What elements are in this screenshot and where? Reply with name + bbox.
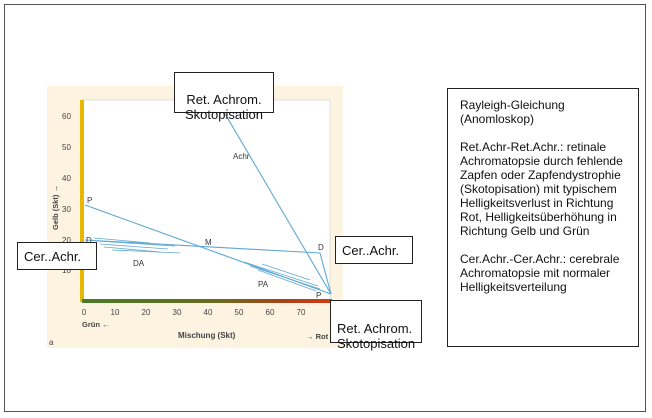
box-cer-achr-left: Cer..Achr. <box>17 242 97 270</box>
point-p-right: P <box>316 291 321 300</box>
point-m: M <box>205 238 212 247</box>
x-tick: 30 <box>173 308 182 317</box>
y-tick: 20 <box>62 236 71 245</box>
label-achr: Achr <box>233 152 250 161</box>
x-tick: 50 <box>235 308 244 317</box>
x-axis-right-end: → Rot <box>306 332 329 341</box>
x-tick: 40 <box>204 308 213 317</box>
da-cluster <box>93 237 181 254</box>
y-tick: 10 <box>62 266 71 275</box>
green-red-axis-bar <box>82 299 332 303</box>
x-axis-label: Mischung (Skt) <box>178 331 236 340</box>
label-da: DA <box>133 259 145 268</box>
yellow-axis-bar <box>80 100 84 302</box>
y-tick: 50 <box>62 143 71 152</box>
line-dleft-to-dright <box>84 239 321 254</box>
legend-cer-text: Cer.Achr.-Cer.Achr.: cerebrale Achromato… <box>460 252 620 294</box>
x-tick-labels: 0 10 20 30 40 50 60 70 <box>82 308 306 317</box>
box-ret-achrom-bottom: Ret. Achrom. Skotopisation <box>330 300 422 351</box>
x-axis-left-end: Grün ← <box>82 320 110 329</box>
explanation-box: Rayleigh-Gleichung (Anomloskop) Ret.Achr… <box>447 88 639 347</box>
x-tick: 10 <box>111 308 120 317</box>
box-cer-achr-left-text: Cer..Achr. <box>24 249 82 264</box>
x-tick: 60 <box>266 308 275 317</box>
y-tick-labels: 60 50 40 30 20 10 <box>62 112 71 275</box>
box-ret-achrom-top-text: Ret. Achrom. Skotopisation <box>184 92 264 122</box>
label-pa: PA <box>258 280 269 289</box>
plot-area <box>81 99 331 301</box>
legend-ret-text: Ret.Achr-Ret.Achr.: retinale Achromatops… <box>460 140 623 238</box>
pa-cluster <box>243 261 321 292</box>
box-cer-achr-right: Cer..Achr. <box>335 236 413 264</box>
x-tick: 0 <box>82 308 87 317</box>
y-tick: 40 <box>62 174 71 183</box>
x-tick: 70 <box>297 308 306 317</box>
line-dright-to-p <box>319 252 332 295</box>
x-tick: 20 <box>142 308 151 317</box>
box-cer-achr-right-text: Cer..Achr. <box>342 243 400 258</box>
y-axis-label: Gelb (Skt) → <box>51 185 60 230</box>
legend-title: Rayleigh-Gleichung (Anomloskop) <box>460 98 565 126</box>
y-tick: 60 <box>62 112 71 121</box>
box-ret-achrom-bottom-text: Ret. Achrom. Skotopisation <box>337 321 416 351</box>
point-p-left: P <box>87 196 92 205</box>
box-ret-achrom-top: Ret. Achrom. Skotopisation <box>174 72 274 122</box>
point-d-left: D <box>86 236 92 245</box>
y-tick: 30 <box>62 205 71 214</box>
line-top-to-p <box>223 111 332 295</box>
panel-letter: a <box>49 338 54 347</box>
point-d-right: D <box>318 243 324 252</box>
